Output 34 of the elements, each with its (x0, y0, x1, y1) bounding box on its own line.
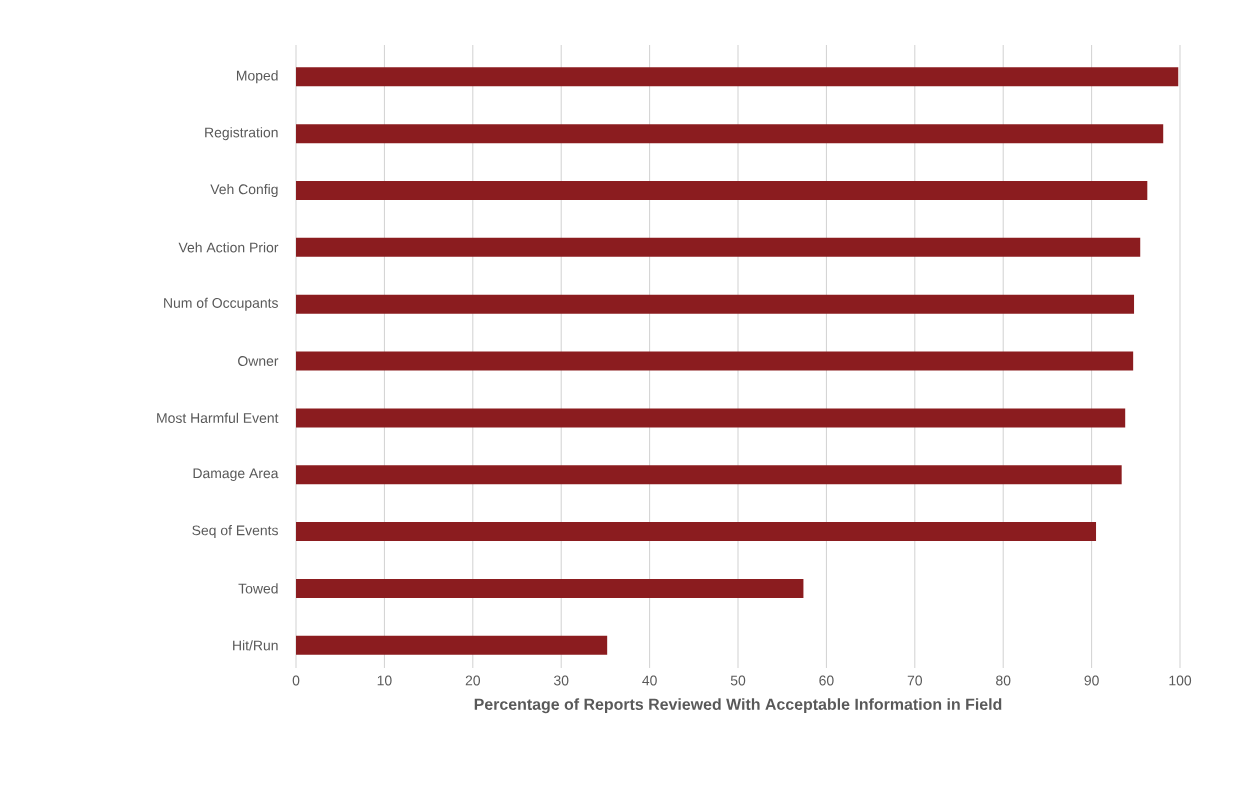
bar (296, 237, 1141, 257)
y-tick-label: Damage Area (193, 468, 279, 481)
x-tick-label: 50 (730, 675, 746, 686)
x-tick-label: 30 (553, 675, 569, 686)
y-tick-label: Moped (236, 70, 278, 84)
bar (296, 294, 1135, 314)
bar (296, 635, 608, 655)
y-tick-label: Veh Action Prior (178, 242, 279, 253)
bar (296, 351, 1134, 371)
bar (296, 67, 1179, 87)
x-tick-label: 10 (377, 675, 392, 686)
bar (296, 522, 1097, 542)
y-tick-label: Towed (238, 583, 278, 594)
y-tick-label: Veh Config (210, 184, 278, 197)
x-tick-label: 20 (465, 675, 481, 686)
x-tick-label: 80 (996, 675, 1011, 686)
x-axis-title: Percentage of Reports Reviewed With Acceptable Information in Field (474, 698, 1002, 714)
bar (296, 124, 1164, 144)
y-tick-label: Seq of Events (192, 525, 278, 539)
y-tick-label: Num of Occupants (164, 297, 278, 311)
bar (296, 408, 1126, 428)
bar (296, 578, 804, 598)
y-tick-label: Most Harmful Event (157, 412, 279, 424)
y-tick-label: Hit/Run (233, 640, 278, 651)
x-tick-label: 100 (1169, 675, 1192, 686)
y-tick-label: Registration (205, 127, 278, 141)
x-tick-label: 40 (642, 675, 657, 686)
x-tick-label: 0 (292, 675, 300, 686)
bar (296, 465, 1122, 485)
bar (296, 181, 1148, 201)
x-tick-label: 70 (907, 675, 923, 686)
x-tick-label: 90 (1084, 675, 1099, 686)
x-tick-label: 60 (819, 675, 834, 686)
y-tick-label: Owner (238, 356, 279, 366)
